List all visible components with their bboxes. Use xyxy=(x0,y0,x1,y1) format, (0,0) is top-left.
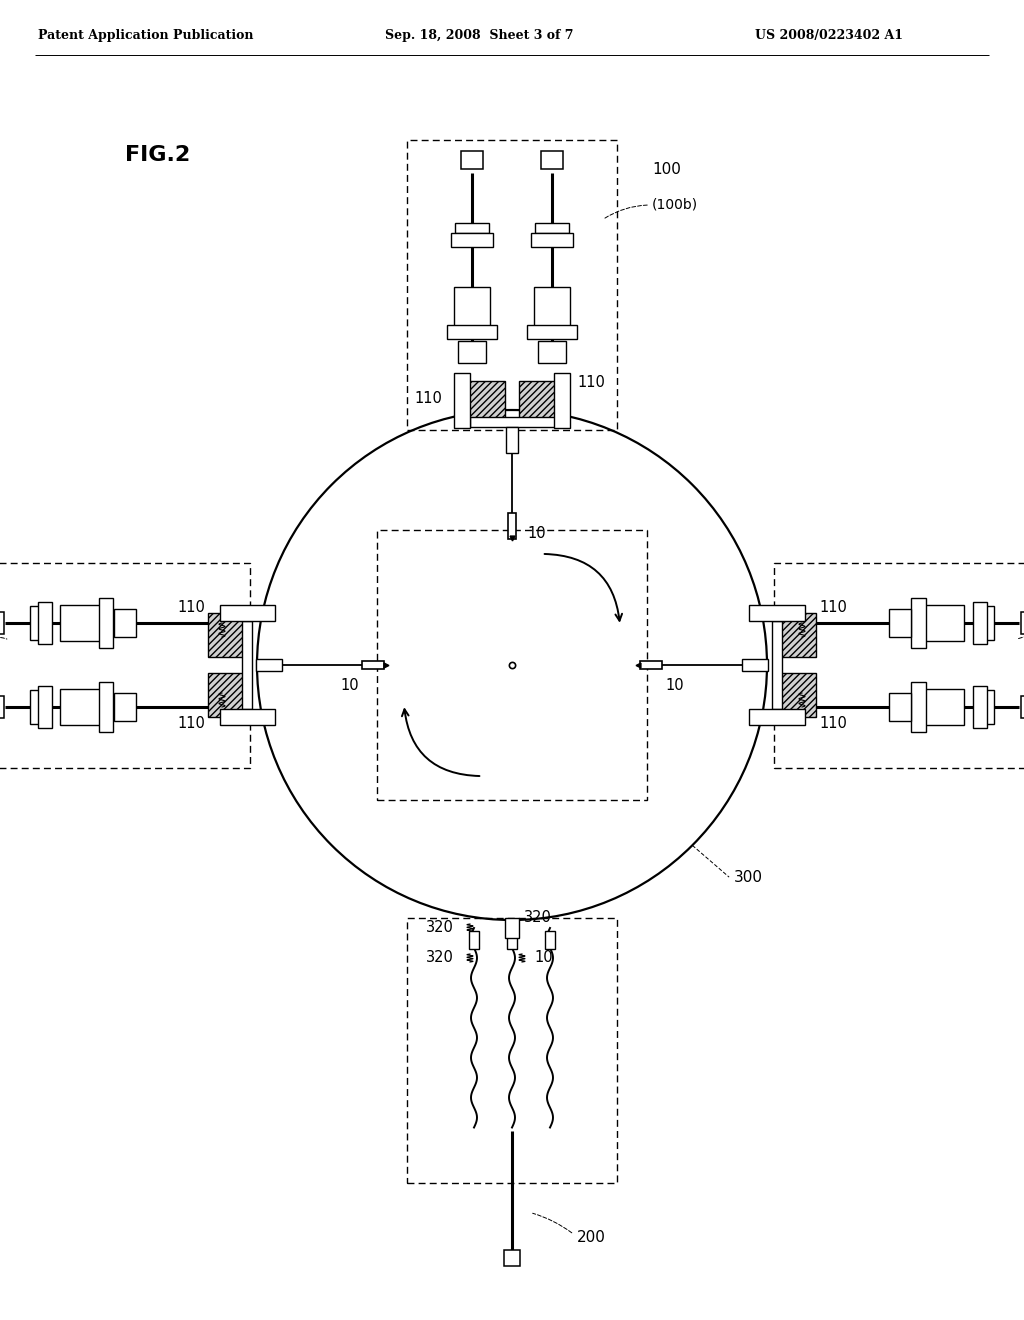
Bar xyxy=(219,709,274,725)
Bar xyxy=(774,562,1024,767)
Text: 110: 110 xyxy=(177,715,205,730)
Text: 110: 110 xyxy=(819,599,847,615)
Text: 110: 110 xyxy=(414,391,442,405)
Bar xyxy=(545,931,555,949)
Bar xyxy=(984,690,994,723)
Bar xyxy=(38,602,51,644)
Bar xyxy=(519,381,561,418)
Bar xyxy=(554,372,570,428)
Bar xyxy=(508,513,516,539)
Bar xyxy=(889,693,910,721)
Text: 320: 320 xyxy=(426,950,454,965)
Bar xyxy=(911,682,926,733)
Bar xyxy=(0,612,3,634)
Text: 200: 200 xyxy=(577,1230,606,1245)
Bar xyxy=(535,223,569,234)
Text: US 2008/0223402 A1: US 2008/0223402 A1 xyxy=(755,29,903,41)
Bar xyxy=(30,690,40,723)
Bar xyxy=(541,150,563,169)
Text: Patent Application Publication: Patent Application Publication xyxy=(38,29,254,41)
Bar xyxy=(923,605,965,642)
Text: 300: 300 xyxy=(734,870,763,884)
Bar xyxy=(454,286,490,329)
Bar xyxy=(973,602,986,644)
Bar xyxy=(778,612,816,657)
Bar xyxy=(505,917,519,939)
Text: (100b): (100b) xyxy=(652,198,698,213)
Bar xyxy=(772,620,782,709)
Bar xyxy=(407,140,617,430)
Bar xyxy=(778,673,816,717)
Bar xyxy=(208,673,246,717)
Text: 320: 320 xyxy=(426,920,454,936)
Bar xyxy=(889,609,910,638)
Bar xyxy=(114,693,135,721)
Bar xyxy=(750,709,805,725)
Bar xyxy=(973,686,986,729)
Bar xyxy=(504,1250,520,1266)
Bar xyxy=(59,689,101,725)
Text: 10: 10 xyxy=(534,950,553,965)
Bar xyxy=(38,686,51,729)
Bar xyxy=(469,931,479,949)
Text: 110: 110 xyxy=(577,375,605,389)
Text: Sep. 18, 2008  Sheet 3 of 7: Sep. 18, 2008 Sheet 3 of 7 xyxy=(385,29,573,41)
Bar xyxy=(98,682,113,733)
Bar xyxy=(458,341,486,363)
Bar xyxy=(984,606,994,640)
Bar xyxy=(507,931,517,949)
Bar xyxy=(923,689,965,725)
Bar xyxy=(538,341,566,363)
Bar xyxy=(742,659,768,671)
Bar xyxy=(463,381,505,418)
Bar xyxy=(527,325,577,339)
Bar xyxy=(256,659,282,671)
Bar xyxy=(469,417,555,426)
Bar xyxy=(362,661,384,669)
Bar xyxy=(208,612,246,657)
Bar xyxy=(98,598,113,648)
Bar xyxy=(640,661,662,669)
Text: 110: 110 xyxy=(177,599,205,615)
Text: 10: 10 xyxy=(665,677,684,693)
Bar xyxy=(451,234,493,247)
Bar xyxy=(407,917,617,1183)
Text: 320: 320 xyxy=(524,911,552,925)
Bar xyxy=(506,426,518,453)
Bar xyxy=(1021,696,1024,718)
Bar xyxy=(1021,612,1024,634)
Bar xyxy=(114,609,135,638)
Text: 10: 10 xyxy=(340,677,359,693)
Text: 10: 10 xyxy=(527,527,546,541)
Text: FIG.2: FIG.2 xyxy=(125,145,190,165)
Bar xyxy=(30,606,40,640)
Bar xyxy=(455,223,489,234)
Text: 100: 100 xyxy=(652,162,681,177)
Bar xyxy=(750,605,805,620)
Bar xyxy=(59,605,101,642)
Text: 110: 110 xyxy=(819,715,847,730)
Bar xyxy=(461,150,483,169)
Bar xyxy=(447,325,497,339)
Bar xyxy=(219,605,274,620)
Bar xyxy=(531,234,573,247)
Bar xyxy=(0,562,250,767)
Bar xyxy=(0,696,3,718)
Bar xyxy=(911,598,926,648)
Bar xyxy=(377,531,647,800)
Bar xyxy=(454,372,470,428)
Bar xyxy=(242,620,252,709)
Bar xyxy=(534,286,570,329)
